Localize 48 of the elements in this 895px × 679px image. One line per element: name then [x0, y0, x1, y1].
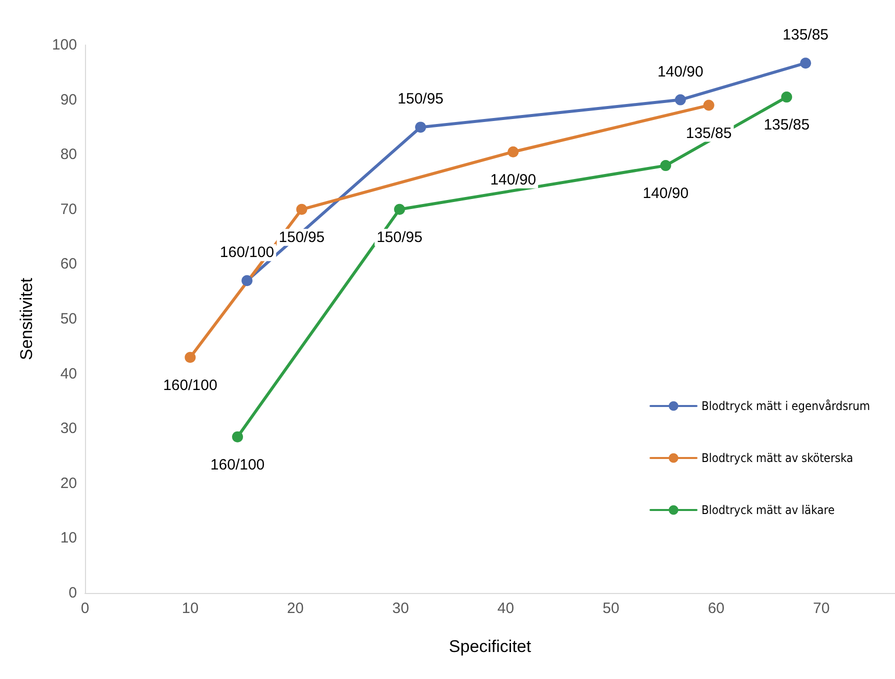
data-label: 150/95 — [278, 228, 325, 246]
point — [242, 275, 252, 286]
y-tick-label: 50 — [60, 310, 77, 328]
data-label: 150/95 — [376, 228, 422, 246]
x-axis-title: Specificitet — [448, 637, 532, 656]
point — [232, 431, 244, 442]
point — [781, 92, 792, 103]
y-tick-label: 100 — [52, 36, 77, 54]
x-tick-label: 40 — [497, 600, 514, 617]
point — [800, 58, 812, 69]
y-tick-label: 90 — [60, 91, 77, 108]
point — [508, 146, 519, 158]
data-label: 140/90 — [490, 171, 536, 188]
point — [703, 100, 714, 111]
x-tick-label: 70 — [813, 600, 830, 617]
x-tick-label: 30 — [392, 600, 409, 617]
y-tick-label: 20 — [60, 474, 77, 492]
y-tick-label: 60 — [60, 256, 77, 273]
data-label: 160/100 — [163, 376, 218, 394]
x-tick-label: 0 — [80, 600, 90, 617]
data-label: 160/100 — [210, 456, 265, 474]
y-tick-label: 80 — [60, 146, 77, 164]
data-label: 135/85 — [782, 26, 829, 44]
y-axis-title: Sensitivitet — [17, 278, 36, 360]
point — [296, 204, 308, 215]
y-tick-label: 70 — [60, 200, 77, 218]
point — [660, 160, 672, 172]
y-tick-label: 0 — [68, 584, 77, 602]
data-label: 135/85 — [764, 116, 810, 134]
legend-label: Blodtryck mätt i egenvårdsrum — [702, 399, 870, 413]
data-label: 140/90 — [642, 185, 689, 202]
legend-label: Blodtryck mätt av läkare — [702, 503, 835, 517]
point — [184, 352, 196, 363]
legend-label: Blodtryck mätt av sköterska — [702, 451, 854, 465]
y-tick-label: 10 — [60, 530, 77, 547]
data-label: 160/100 — [220, 244, 274, 262]
point — [674, 94, 686, 106]
data-label: 150/95 — [398, 90, 444, 108]
data-label: 135/85 — [686, 124, 732, 142]
y-tick-label: 40 — [60, 365, 77, 382]
x-tick-label: 10 — [182, 600, 199, 617]
x-tick-label: 60 — [708, 600, 725, 617]
x-tick-label: 50 — [602, 600, 620, 617]
data-label: 140/90 — [657, 63, 704, 80]
point — [394, 204, 406, 215]
y-tick-label: 30 — [60, 420, 77, 438]
point — [415, 122, 426, 133]
x-tick-label: 20 — [287, 600, 304, 617]
